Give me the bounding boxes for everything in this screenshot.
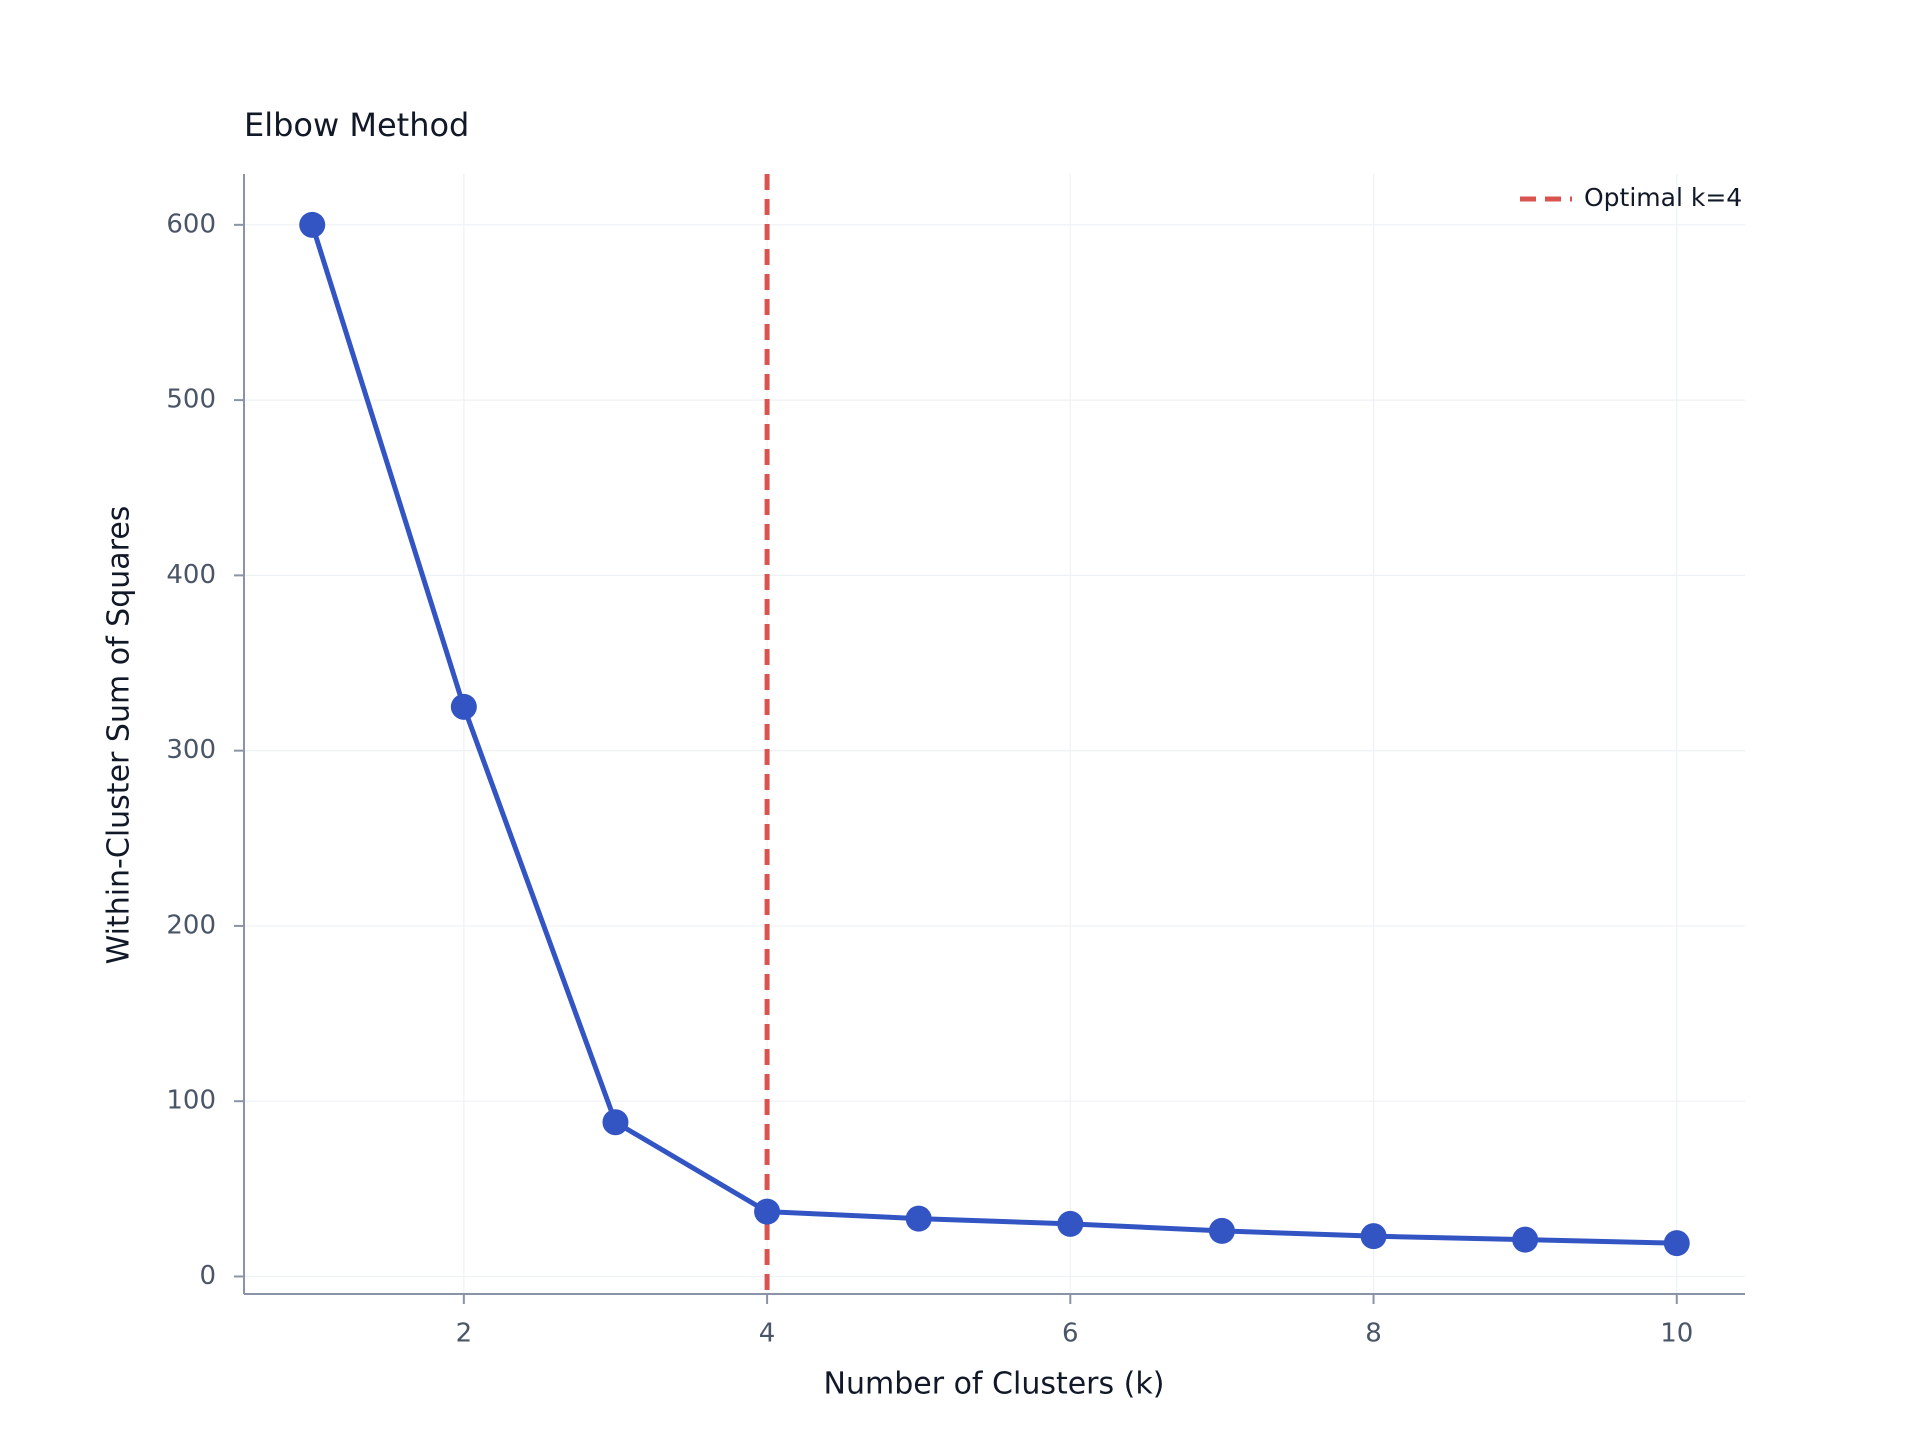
- y-tick-label: 100: [166, 1086, 216, 1116]
- data-point: [450, 693, 477, 720]
- chart-title: Elbow Method: [244, 106, 469, 144]
- data-point: [1057, 1210, 1084, 1237]
- legend-label: Optimal k=4: [1584, 183, 1742, 212]
- data-point: [1208, 1217, 1235, 1244]
- x-tick-label: 2: [456, 1319, 473, 1349]
- data-point: [299, 211, 326, 238]
- series-line: [309, 224, 1677, 1246]
- data-point: [602, 1109, 629, 1136]
- data-point: [905, 1205, 932, 1232]
- y-axis-label: Within-Cluster Sum of Squares: [102, 506, 137, 965]
- data-point: [1360, 1223, 1387, 1250]
- y-tick-label: 400: [166, 560, 216, 590]
- y-tick-label: 0: [199, 1261, 216, 1291]
- data-point: [1512, 1226, 1539, 1253]
- y-tick-label: 500: [166, 385, 216, 415]
- y-tick-label: 600: [166, 209, 216, 239]
- x-tick-label: 8: [1365, 1319, 1382, 1349]
- y-tick-label: 200: [166, 910, 216, 940]
- x-tick-label: 6: [1062, 1319, 1079, 1349]
- x-tick-label: 10: [1660, 1319, 1693, 1349]
- x-axis-label: Number of Clusters (k): [824, 1367, 1165, 1402]
- y-tick-label: 300: [166, 735, 216, 765]
- data-point: [1663, 1230, 1690, 1257]
- x-tick-label: 4: [759, 1319, 776, 1349]
- data-point: [754, 1198, 781, 1225]
